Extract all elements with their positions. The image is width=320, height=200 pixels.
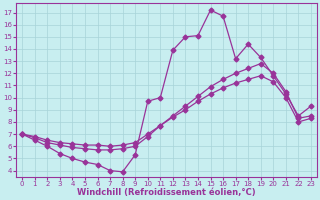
X-axis label: Windchill (Refroidissement éolien,°C): Windchill (Refroidissement éolien,°C) — [77, 188, 256, 197]
